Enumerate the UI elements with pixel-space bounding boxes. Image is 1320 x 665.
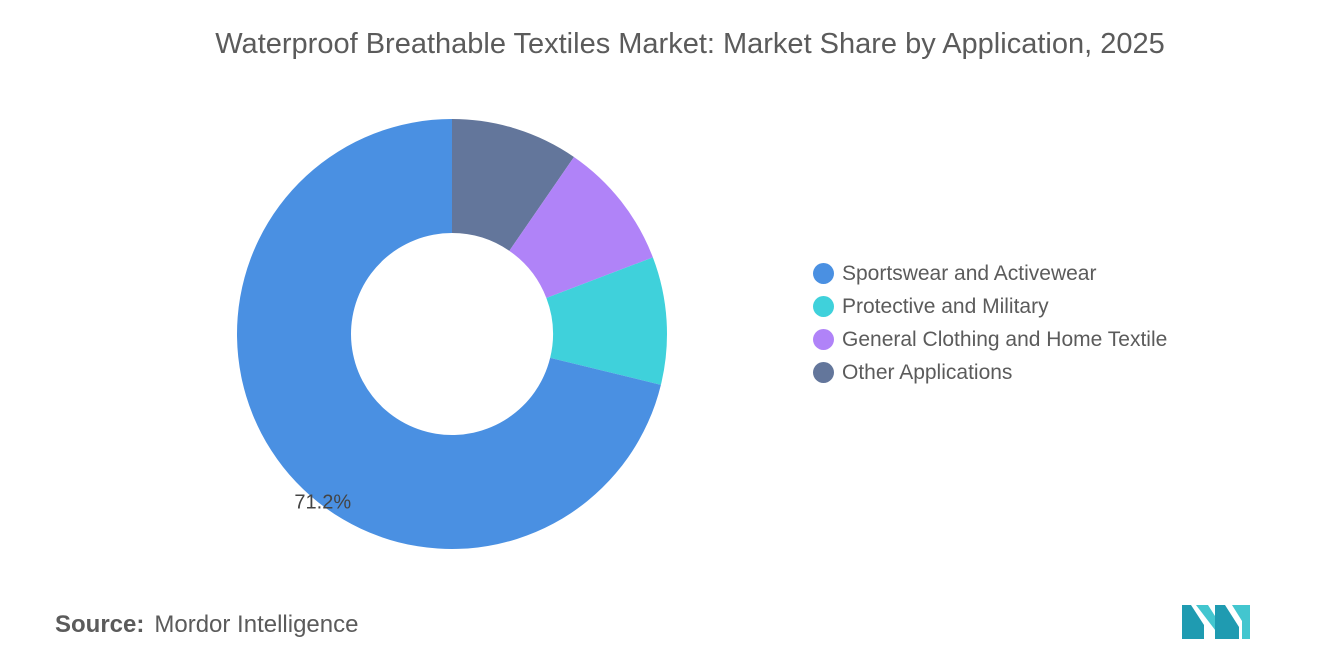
legend-label: General Clothing and Home Textile [842,327,1168,351]
legend-item: General Clothing and Home Textile [813,323,1167,356]
slice-protective-and-military [546,257,667,385]
legend-label: Other Applications [842,360,1013,384]
chart-title: Waterproof Breathable Textiles Market: M… [215,28,1165,60]
legend-label: Protective and Military [842,294,1049,318]
legend-swatch [813,296,834,317]
legend-swatch [813,362,834,383]
legend-item: Other Applications [813,356,1167,389]
source-label: Source: [55,611,145,638]
mordor-intelligence-logo-icon [1182,603,1250,644]
legend-swatch [813,263,834,284]
data-label: 71.2% [294,492,351,514]
legend-item: Sportswear and Activewear [813,257,1167,290]
legend-item: Protective and Military [813,290,1167,323]
source-value: Mordor Intelligence [154,611,359,638]
slices-group [236,119,667,549]
chart-legend: Sportswear and Activewear Protective and … [813,257,1167,389]
legend-swatch [813,329,834,350]
legend-label: Sportswear and Activewear [842,261,1097,285]
data-labels-group: 71.2% [294,492,351,514]
slice-other-applications [452,119,574,251]
slice-general-clothing-and-home-textile [509,156,653,299]
source-line: Source: Mordor Intelligence [55,611,358,639]
slice-sportswear-and-activewear [236,119,661,549]
